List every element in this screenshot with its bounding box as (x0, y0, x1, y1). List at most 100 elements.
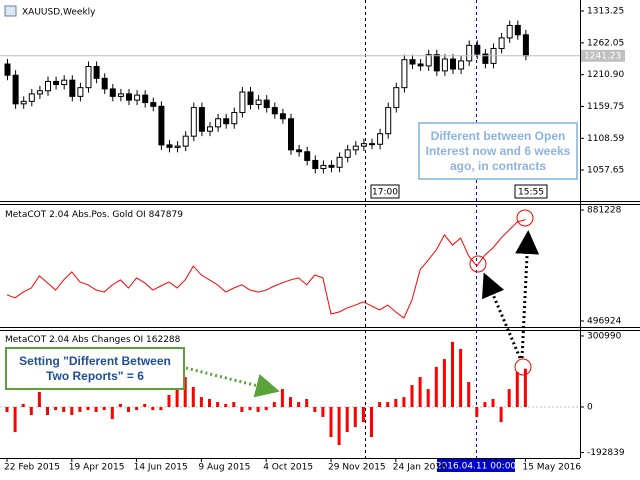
bar (118, 403, 122, 408)
time-label: 15:55 (518, 188, 544, 198)
candle-body (360, 143, 367, 147)
candle-body (45, 80, 51, 92)
x-tick-label: 29 Nov 2015 (328, 463, 386, 473)
bar (5, 407, 9, 412)
candle-body (255, 99, 262, 105)
bar (135, 407, 139, 411)
bar (459, 348, 463, 408)
candle-body (458, 60, 465, 70)
candle-body (328, 164, 335, 168)
bar (13, 407, 17, 433)
bar (280, 389, 284, 408)
bar (175, 389, 179, 408)
candle-body (425, 54, 432, 67)
bar (232, 402, 236, 408)
pane-last-value: 162288 (146, 335, 181, 345)
candle-body (441, 58, 448, 72)
time-label-box (370, 184, 400, 199)
candle-body (85, 66, 92, 89)
bar (451, 341, 454, 408)
candle-body (279, 113, 286, 120)
x-tick-label: 24 Jan 2016 (393, 463, 447, 473)
candle-body (352, 145, 359, 151)
candle-body (20, 100, 27, 105)
x-tick-label: 4 Oct 2015 (263, 463, 313, 473)
candle-body (506, 24, 513, 39)
y-tick-label: 1262.05 (587, 38, 624, 48)
bar (159, 407, 163, 411)
bar (321, 407, 325, 417)
candle-body (190, 107, 197, 137)
bar (127, 407, 130, 412)
bar (46, 407, 49, 416)
crosshair-label: 2016.04.11 00:00 (436, 462, 517, 472)
y-tick-label: 1159.75 (587, 102, 624, 112)
bar (272, 402, 276, 408)
bar (507, 389, 511, 408)
bar (110, 407, 114, 420)
candle-body (69, 79, 76, 97)
candle-body (288, 118, 294, 151)
arrow (515, 230, 540, 359)
candle-body (320, 164, 327, 170)
candle-body (466, 44, 473, 62)
candle-body (474, 44, 481, 55)
candle-body (514, 24, 521, 36)
candle-body (150, 102, 157, 107)
annotation-box: Setting "Different Between Two Reports" … (5, 347, 185, 390)
last-price-label: 1241.23 (584, 51, 621, 61)
candle-body (231, 112, 238, 125)
bar (337, 407, 341, 446)
y-tick-label: 0 (587, 403, 593, 413)
bar (248, 407, 252, 411)
candle-body (450, 58, 456, 70)
candle-body (101, 77, 108, 90)
line-series (6, 219, 526, 319)
candle-body (433, 54, 440, 72)
bar (329, 407, 333, 437)
candle-body (336, 156, 343, 168)
time-label: 17:00 (372, 188, 398, 198)
candle-body (117, 93, 124, 97)
pane-title: MetaCOT 2.04 Abs Changes OI 162288 (5, 335, 181, 345)
bar (199, 397, 203, 408)
bar (224, 403, 228, 408)
x-tick-label: 9 Aug 2015 (198, 463, 250, 473)
y-tick-label: 1057.65 (587, 165, 624, 175)
bar (37, 391, 41, 408)
time-label-box (514, 184, 548, 199)
x-tick-label: 19 Apr 2015 (69, 463, 125, 473)
y-tick-label: 1108.59 (587, 134, 624, 144)
bar (62, 407, 66, 412)
bar (256, 407, 260, 412)
x-tick-label: 14 Jun 2015 (134, 463, 188, 473)
candle-body (166, 144, 173, 148)
bar (499, 407, 503, 423)
bar (191, 386, 195, 408)
bar (491, 398, 495, 408)
candle-body (296, 149, 303, 153)
bar (361, 407, 365, 423)
bar (151, 407, 155, 411)
bar (167, 394, 171, 408)
candle-body (409, 59, 416, 65)
candle-body (36, 90, 43, 95)
bar (94, 407, 98, 412)
candle-body (174, 145, 181, 148)
bar (29, 407, 33, 416)
candle-body (142, 94, 149, 104)
candle-body (239, 91, 246, 114)
candle-body (28, 93, 35, 102)
candle-body (304, 151, 311, 161)
candle-body (417, 63, 424, 67)
candle-body (482, 53, 489, 64)
arrow (185, 366, 280, 398)
highlight-circle (516, 209, 534, 227)
candle-body (12, 74, 19, 105)
candle-body (223, 118, 230, 125)
candle-body (522, 34, 529, 57)
candle-body (369, 143, 375, 146)
bar (426, 389, 430, 408)
